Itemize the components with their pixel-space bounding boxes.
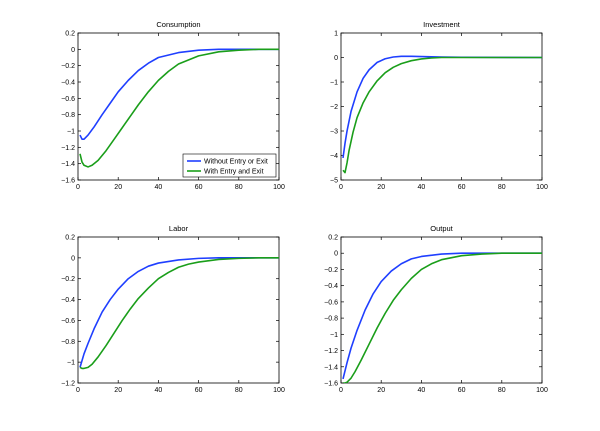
y-tick-label: −1.2 bbox=[324, 348, 338, 355]
y-tick-label: −1 bbox=[67, 360, 75, 367]
y-tick-label: −1 bbox=[330, 80, 338, 87]
y-tick-label: −4 bbox=[330, 153, 338, 160]
y-tick-label: −1.6 bbox=[61, 178, 75, 185]
y-tick-label: 0 bbox=[71, 47, 75, 54]
subplot-consumption: Consumption 0 20 40 60 80 100 0.2 0 −0.2 −0.4 −0.6 −… bbox=[61, 20, 285, 191]
y-tick-label: 0 bbox=[334, 251, 338, 258]
y-tick-label: −0.6 bbox=[61, 318, 75, 325]
y-tick-label: −0.8 bbox=[324, 316, 338, 323]
x-tick-label: 20 bbox=[114, 387, 122, 394]
y-tick-label: −5 bbox=[330, 178, 338, 185]
x-tick-label: 40 bbox=[418, 184, 426, 191]
x-tick-label: 80 bbox=[498, 184, 506, 191]
y-tick-label: −0.8 bbox=[61, 112, 75, 119]
x-tick-label: 40 bbox=[418, 387, 426, 394]
x-tick-label: 80 bbox=[235, 387, 243, 394]
series-line-without-entry-exit bbox=[79, 48, 279, 140]
x-tick-label: 80 bbox=[235, 184, 243, 191]
y-tick-label: 0.2 bbox=[328, 235, 338, 242]
x-tick-label: 20 bbox=[377, 387, 385, 394]
y-tick-label: −0.2 bbox=[61, 63, 75, 70]
y-tick-label: −2 bbox=[330, 104, 338, 111]
y-tick-label: −3 bbox=[330, 129, 338, 136]
axes-frame bbox=[77, 236, 280, 384]
x-tick-label: 0 bbox=[339, 184, 343, 191]
y-tick-label: −0.6 bbox=[61, 96, 75, 103]
y-tick-label: −1.4 bbox=[324, 364, 338, 371]
legend: Without Entry or Exit With Entry and Exit bbox=[182, 153, 277, 178]
series-line-with-entry-exit bbox=[342, 56, 542, 174]
series-line-without-entry-exit bbox=[79, 257, 279, 368]
x-tick-label: 100 bbox=[273, 387, 285, 394]
y-tick-label: −0.6 bbox=[324, 299, 338, 306]
series-line-without-entry-exit bbox=[342, 55, 542, 159]
chart-title: Output bbox=[430, 224, 453, 233]
series-line-with-entry-exit bbox=[79, 257, 279, 370]
axes-frame bbox=[77, 32, 280, 181]
y-tick-label: −0.2 bbox=[61, 276, 75, 283]
axes-frame bbox=[340, 236, 543, 384]
y-tick-label: 0 bbox=[71, 255, 75, 262]
legend-box bbox=[182, 153, 277, 178]
y-tick-label: −0.2 bbox=[324, 267, 338, 274]
y-tick-label: −0.4 bbox=[324, 283, 338, 290]
x-tick-label: 80 bbox=[498, 387, 506, 394]
y-tick-label: −1.6 bbox=[324, 381, 338, 388]
series-line-without-entry-exit bbox=[342, 252, 542, 380]
x-tick-label: 40 bbox=[155, 387, 163, 394]
series-line-with-entry-exit bbox=[343, 252, 542, 383]
y-tick-label: −0.4 bbox=[61, 297, 75, 304]
y-tick-label: −1 bbox=[67, 129, 75, 136]
series-line-with-entry-exit bbox=[79, 48, 279, 168]
subplot-labor: Labor 0 20 40 60 80 100 0.2 0 −0.2 −0.4 −0.6 −0.8 −1 −… bbox=[61, 224, 285, 394]
y-tick-label: 0.2 bbox=[65, 31, 75, 38]
y-tick-label: −1.2 bbox=[61, 145, 75, 152]
y-tick-label: 0 bbox=[334, 55, 338, 62]
x-tick-label: 20 bbox=[114, 184, 122, 191]
x-tick-label: 40 bbox=[155, 184, 163, 191]
x-tick-label: 100 bbox=[536, 184, 548, 191]
y-tick-label: −0.8 bbox=[61, 339, 75, 346]
y-tick-label: 0.2 bbox=[65, 235, 75, 242]
x-tick-label: 100 bbox=[536, 387, 548, 394]
x-tick-label: 60 bbox=[458, 387, 466, 394]
x-tick-label: 60 bbox=[458, 184, 466, 191]
x-tick-label: 0 bbox=[76, 387, 80, 394]
chart-title: Investment bbox=[423, 20, 461, 29]
x-tick-label: 20 bbox=[377, 184, 385, 191]
y-tick-label: −1 bbox=[330, 332, 338, 339]
subplot-output: Output 0 20 40 60 80 100 0.2 0 −0.2 −0.4 −0.6 −0.8 −1… bbox=[324, 224, 548, 394]
legend-entry-label: Without Entry or Exit bbox=[204, 159, 268, 166]
legend-entry-label: With Entry and Exit bbox=[204, 169, 264, 176]
y-tick-label: −1.4 bbox=[61, 161, 75, 168]
subplot-investment: Investment 0 20 40 60 80 100 1 0 −1 −2 −3 −4 −5 bbox=[330, 20, 548, 191]
y-tick-label: −1.2 bbox=[61, 381, 75, 388]
x-tick-label: 60 bbox=[195, 387, 203, 394]
x-tick-label: 60 bbox=[195, 184, 203, 191]
y-tick-label: −0.4 bbox=[61, 80, 75, 87]
x-tick-label: 0 bbox=[76, 184, 80, 191]
x-tick-label: 100 bbox=[273, 184, 285, 191]
y-tick-label: 1 bbox=[334, 31, 338, 38]
chart-title: Consumption bbox=[156, 20, 200, 29]
axes-frame bbox=[340, 32, 543, 181]
x-tick-label: 0 bbox=[339, 387, 343, 394]
chart-title: Labor bbox=[169, 224, 189, 233]
